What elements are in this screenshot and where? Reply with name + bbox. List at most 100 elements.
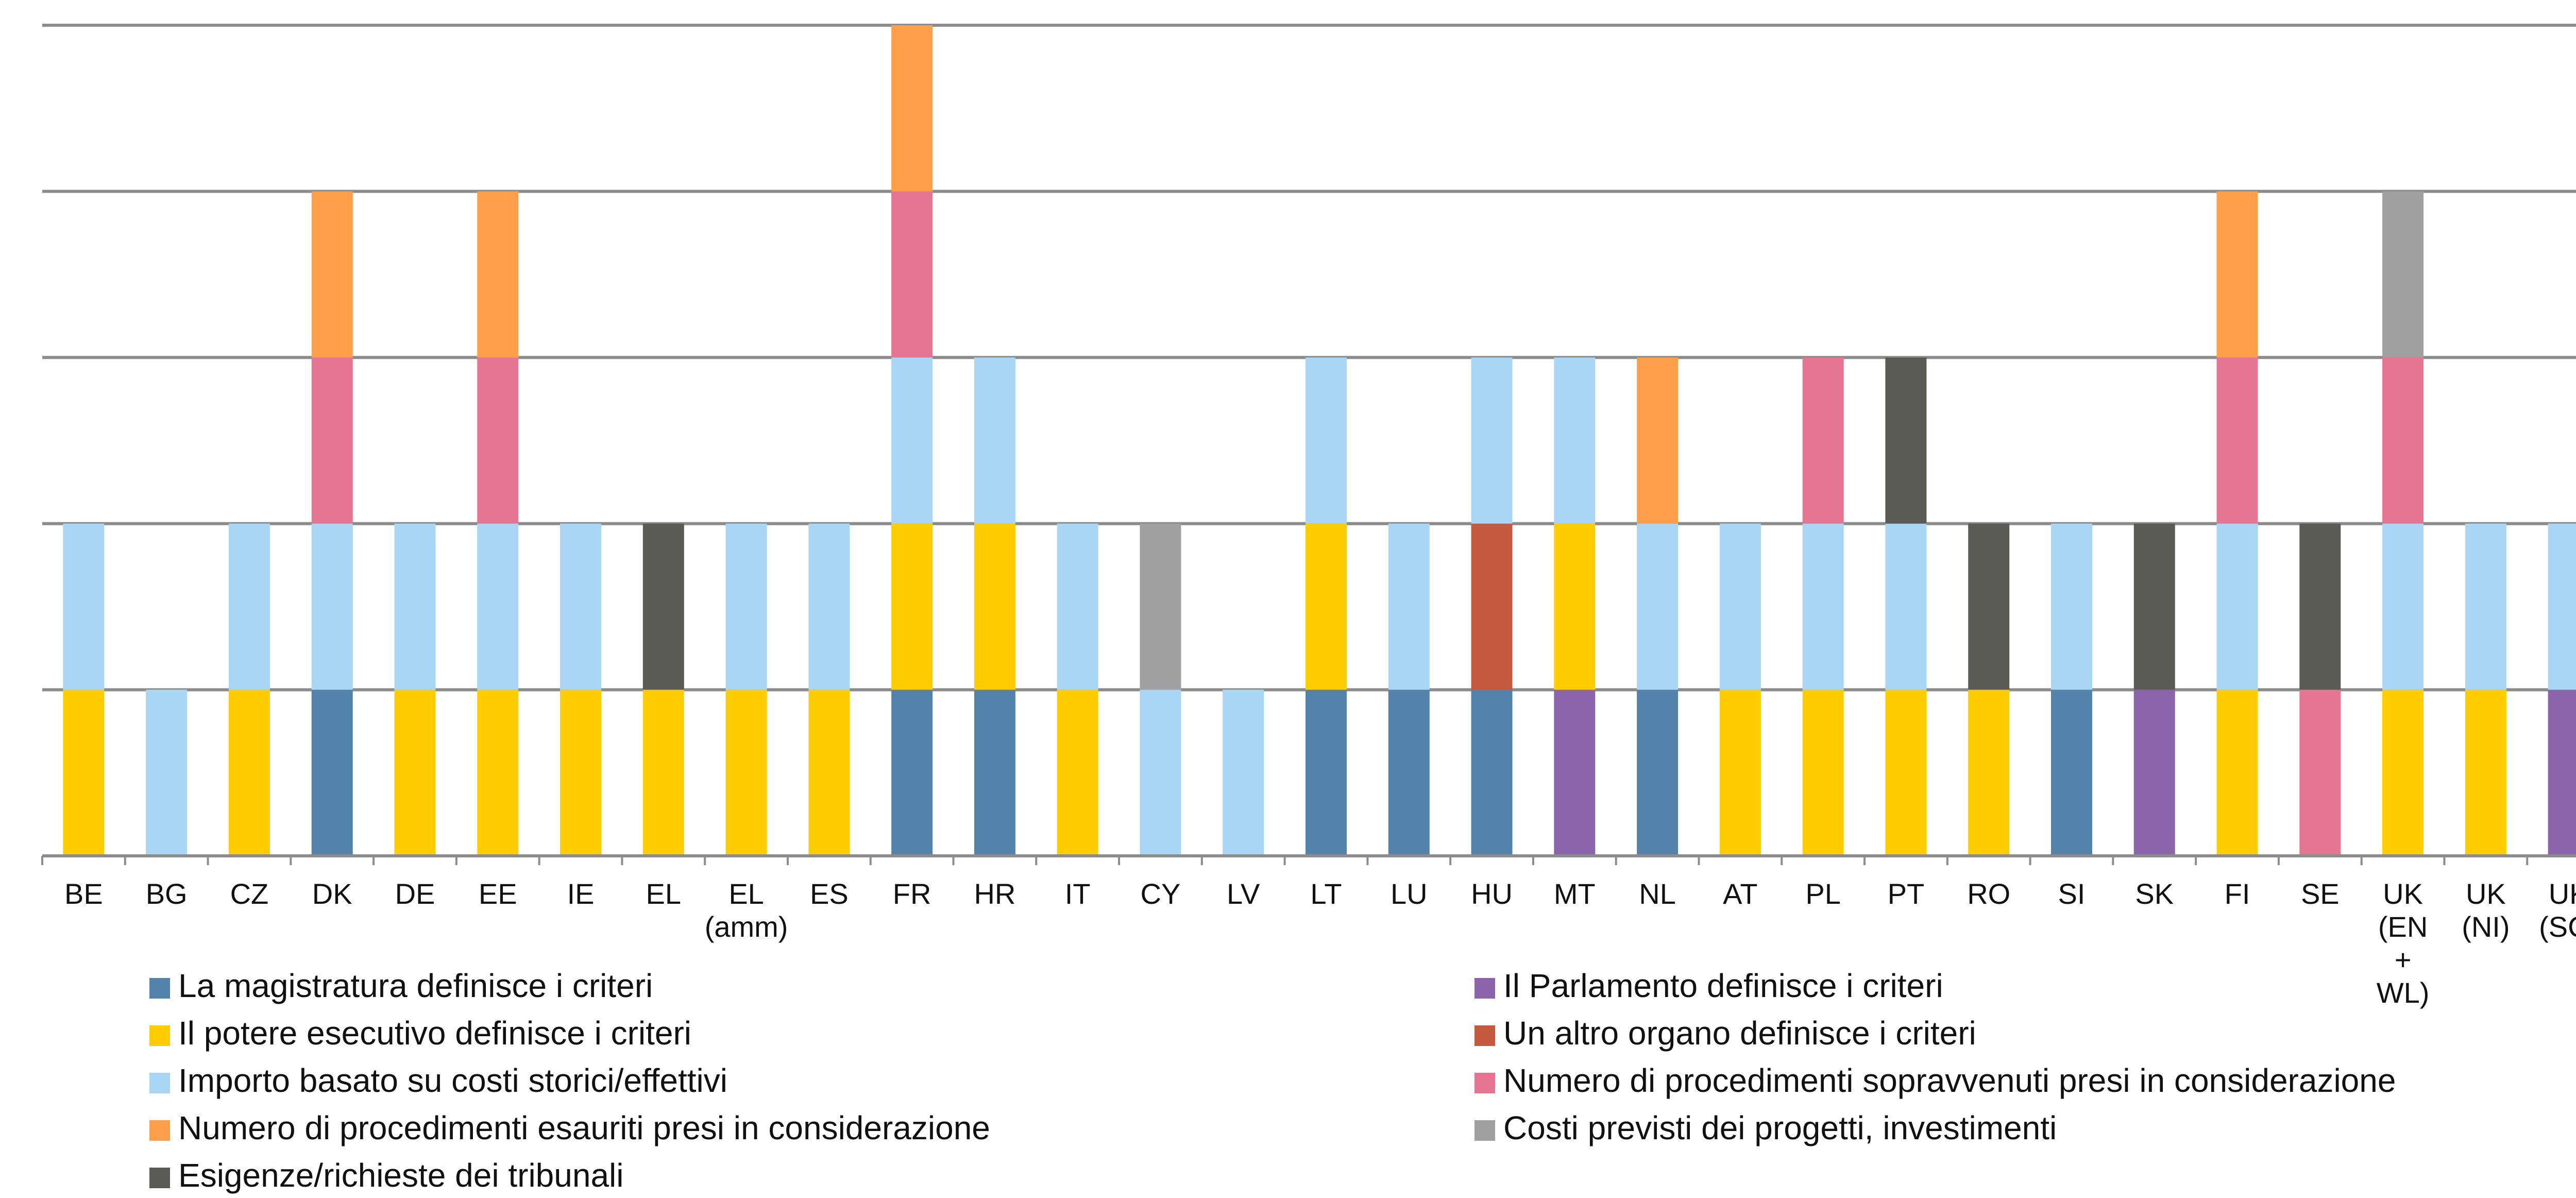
bar-segment — [891, 191, 933, 358]
bar-segment — [1554, 689, 1596, 856]
legend-swatch — [1475, 1120, 1495, 1141]
bar-segment — [725, 689, 767, 856]
bar-segment — [477, 191, 519, 358]
bar-segment — [1802, 524, 1844, 690]
x-tick-label: MT — [1554, 878, 1596, 910]
bar-segment — [560, 524, 602, 690]
bar-segment — [1802, 357, 1844, 524]
x-tick-label: SK — [2135, 878, 2174, 910]
legend-label: Un altro organo definisce i criteri — [1503, 1015, 1976, 1052]
x-tick-label: DK — [312, 878, 352, 910]
x-tick-label: EL (amm) — [705, 878, 788, 943]
bar-segment — [1637, 357, 1679, 524]
bar-segment — [891, 689, 933, 856]
bar-segment — [2382, 357, 2424, 524]
legend-label: La magistratura definisce i criteri — [178, 967, 653, 1004]
bar-segment — [1554, 357, 1596, 524]
bar-segment — [2382, 689, 2424, 856]
legend-swatch — [149, 1025, 170, 1046]
bar-segment — [311, 524, 353, 690]
bar-segment — [1885, 524, 1927, 690]
bar-segment — [974, 689, 1015, 856]
legend-swatch — [149, 1120, 170, 1141]
bar-segment — [2382, 524, 2424, 690]
bar-segment — [1471, 524, 1513, 690]
bar-segment — [891, 357, 933, 524]
bar-segment — [2299, 524, 2341, 690]
bar-segment — [891, 524, 933, 690]
bar-segment — [560, 689, 602, 856]
bar-segment — [2133, 524, 2175, 690]
bar-segment — [311, 357, 353, 524]
bar-segment — [477, 357, 519, 524]
x-tick-label: UK(SC) — [2539, 878, 2576, 943]
legend-label: Numero di procedimenti esauriti presi in… — [178, 1109, 990, 1146]
legend-swatch — [1475, 978, 1495, 999]
legend-label: Costi previsti dei progetti, investiment… — [1503, 1109, 2057, 1146]
bar-segment — [2216, 524, 2258, 690]
x-tick-label: PL — [1805, 878, 1841, 910]
x-tick-label: BE — [64, 878, 103, 910]
legend-label: Il Parlamento definisce i criteri — [1503, 967, 1943, 1004]
bar-segment — [808, 689, 850, 856]
legend-swatch — [149, 978, 170, 999]
bar-segment — [2465, 524, 2506, 690]
bar-segment — [477, 524, 519, 690]
bar-segment — [2548, 524, 2576, 690]
x-tick-label: UK (EN + WL) — [2377, 878, 2430, 1009]
x-tick-label: FI — [2225, 878, 2250, 910]
bar-segment — [63, 689, 105, 856]
bar-segment — [1057, 689, 1098, 856]
bar-segment — [477, 689, 519, 856]
x-tick-label: ES — [810, 878, 849, 910]
x-tick-label: CY — [1141, 878, 1181, 910]
legend-label: Esigenze/richieste dei tribunali — [178, 1157, 623, 1194]
bar-segment — [311, 689, 353, 856]
bar-segment — [394, 689, 436, 856]
bar-segment — [808, 524, 850, 690]
x-tick-label: NL — [1639, 878, 1676, 910]
bar-segment — [642, 689, 684, 856]
bar-segment — [1968, 689, 2010, 856]
bar-segment — [1306, 689, 1347, 856]
x-tick-label: BG — [146, 878, 188, 910]
bar-segment — [2216, 689, 2258, 856]
x-tick-label: EE — [479, 878, 517, 910]
bar-segment — [2133, 689, 2175, 856]
legend-swatch — [1475, 1025, 1495, 1046]
legend-swatch — [1475, 1073, 1495, 1093]
bar-segment — [228, 524, 270, 690]
bar-segment — [2216, 191, 2258, 358]
x-tick-label: SE — [2301, 878, 2340, 910]
bar-segment — [725, 524, 767, 690]
bar-segment — [1885, 357, 1927, 524]
bar-segment — [1306, 524, 1347, 690]
bar-segment — [63, 524, 105, 690]
x-tick-label: UK (NI) — [2462, 878, 2510, 943]
bar-segment — [2548, 689, 2576, 856]
bar-segment — [974, 357, 1015, 524]
bar-segment — [1554, 524, 1596, 690]
bar-segment — [891, 25, 933, 192]
bar-segment — [2465, 689, 2506, 856]
bar-segment — [642, 524, 684, 690]
bar-segment — [311, 191, 353, 358]
legend-label: Il potere esecutivo definisce i criteri — [178, 1015, 691, 1052]
bar-segment — [1388, 689, 1430, 856]
bar-segment — [2050, 524, 2092, 690]
bar-segment — [1637, 689, 1679, 856]
x-tick-label: DE — [395, 878, 435, 910]
legend-label: Numero di procedimenti sopravvenuti pres… — [1503, 1062, 2396, 1099]
legend-swatch — [149, 1168, 170, 1188]
bar-segment — [1388, 524, 1430, 690]
x-tick-label: LV — [1227, 878, 1260, 910]
x-tick-label: SI — [2058, 878, 2086, 910]
x-tick-label: AT — [1723, 878, 1757, 910]
bar-segment — [146, 689, 188, 856]
bar-segment — [1223, 689, 1264, 856]
bar-segment — [2216, 357, 2258, 524]
bar-segment — [974, 524, 1015, 690]
bar-segment — [1885, 689, 1927, 856]
